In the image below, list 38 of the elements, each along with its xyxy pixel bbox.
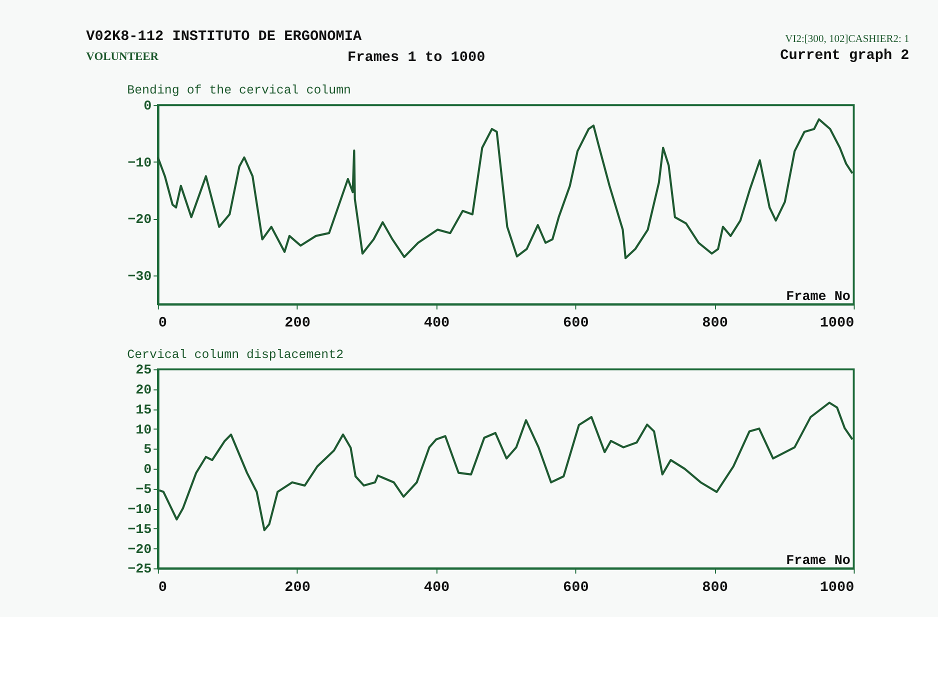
line-series [158, 402, 854, 532]
text: V02K8-112 INSTITUTO DE ERGONOMIA [86, 29, 362, 46]
y-tick-label: −10 [128, 502, 152, 518]
y-tick-label: −25 [128, 562, 152, 578]
y-tick-label: 5 [144, 443, 152, 458]
x-axis-title: Frame No [786, 290, 850, 305]
y-tick-label: −30 [128, 270, 152, 286]
x-tick-label: 600 [563, 580, 589, 596]
text: Frames 1 to 1000 [347, 50, 486, 66]
y-tick-label: 15 [136, 403, 152, 418]
text: Current graph 2 [780, 48, 910, 64]
x-tick-label: 1000 [820, 580, 854, 596]
y-tick-label: −10 [128, 156, 152, 172]
y-tick-label: −20 [128, 542, 152, 558]
x-axis-title: Frame No [786, 554, 850, 570]
y-tick-label: 0 [144, 463, 152, 478]
y-tick-label: 0 [144, 99, 152, 114]
y-tick-label: −20 [128, 213, 152, 228]
y-tick-label: 20 [136, 383, 152, 398]
chart-title: Bending of the cervical column [127, 84, 352, 98]
chart-title: Cervical column displacement2 [127, 348, 344, 362]
y-tick-label: −15 [128, 522, 152, 538]
x-tick-label: 600 [563, 316, 589, 332]
x-tick-label: 400 [424, 580, 450, 596]
line-series [156, 118, 854, 260]
x-tick-label: 200 [284, 316, 310, 332]
x-tick-label: 0 [158, 580, 168, 596]
x-tick-label: 200 [284, 580, 310, 596]
x-tick-label: 400 [424, 316, 450, 332]
text: VI2:[300, 102]CASHIER2: 1 [785, 34, 910, 45]
x-tick-label: 1000 [820, 316, 854, 332]
x-tick-label: 800 [702, 316, 728, 332]
y-tick-label: 25 [136, 364, 152, 379]
text: VOLUNTEER [86, 51, 160, 64]
x-tick-label: 800 [702, 580, 728, 596]
x-tick-label: 0 [158, 316, 168, 332]
y-tick-label: 10 [136, 423, 152, 438]
y-tick-label: −5 [136, 483, 152, 498]
